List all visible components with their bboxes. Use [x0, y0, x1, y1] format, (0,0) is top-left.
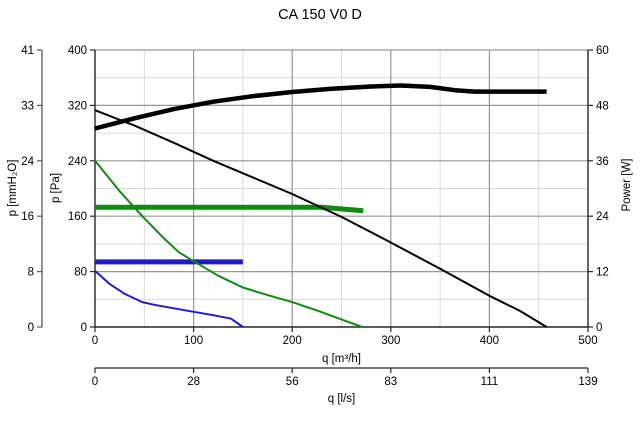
- x2-axis-title: q [l/s]: [328, 393, 355, 405]
- pa-axis-tick-label: 160: [68, 211, 87, 223]
- x2-axis-tick-label: 28: [187, 376, 200, 388]
- power-axis-tick-label: 24: [596, 211, 609, 223]
- x2-axis-tick-label: 0: [92, 376, 98, 388]
- pa-axis-tick-label: 240: [68, 156, 87, 168]
- pa-axis-tick-label: 0: [81, 322, 87, 334]
- green-pressure-curve: [94, 160, 363, 328]
- x2-axis-tick-label: 83: [384, 376, 397, 388]
- x2-axis-tick-label: 56: [286, 376, 299, 388]
- x2-axis-tick-label: 139: [578, 376, 597, 388]
- black-pressure-curve: [94, 109, 548, 328]
- mmh2o-axis-tick-label: 33: [21, 100, 34, 112]
- power-curve: [94, 83, 547, 131]
- x-axis-tick-label: 200: [283, 335, 302, 347]
- mmh2o-axis-tick-label: 41: [21, 45, 34, 57]
- mmh2o-axis-tick-label: 16: [21, 211, 34, 223]
- power-axis-tick-label: 12: [596, 267, 609, 279]
- pa-axis-tick-label: 320: [68, 100, 87, 112]
- pa-axis-tick-label: 80: [74, 267, 87, 279]
- power-axis-tick-label: 0: [596, 322, 602, 334]
- x-axis-tick-label: 500: [578, 335, 597, 347]
- mmh2o-axis-tick-label: 24: [21, 156, 34, 168]
- mmh2o-axis-tick-label: 8: [28, 267, 34, 279]
- mmh2o-axis-title: p [mmH₂O]: [7, 160, 19, 217]
- pa-axis-title: p [Pa]: [50, 173, 62, 203]
- chart-title: CA 150 V0 D: [278, 7, 362, 23]
- x-axis-tick-label: 300: [381, 335, 400, 347]
- mmh2o-axis-tick-label: 0: [28, 322, 34, 334]
- power-axis-tick-label: 60: [596, 45, 609, 57]
- power-axis-tick-label: 48: [596, 100, 609, 112]
- x-axis-tick-label: 100: [184, 335, 203, 347]
- x-axis-title: q [m³/h]: [322, 353, 361, 365]
- pa-axis-tick-label: 400: [68, 45, 87, 57]
- x2-axis-tick-label: 111: [481, 376, 498, 388]
- power-axis-tick-label: 36: [596, 156, 609, 168]
- power-axis-title: Power [W]: [621, 158, 633, 211]
- blue-pressure-curve: [94, 270, 244, 328]
- x-axis-tick-label: 0: [92, 335, 98, 347]
- x-axis-tick-label: 400: [480, 335, 499, 347]
